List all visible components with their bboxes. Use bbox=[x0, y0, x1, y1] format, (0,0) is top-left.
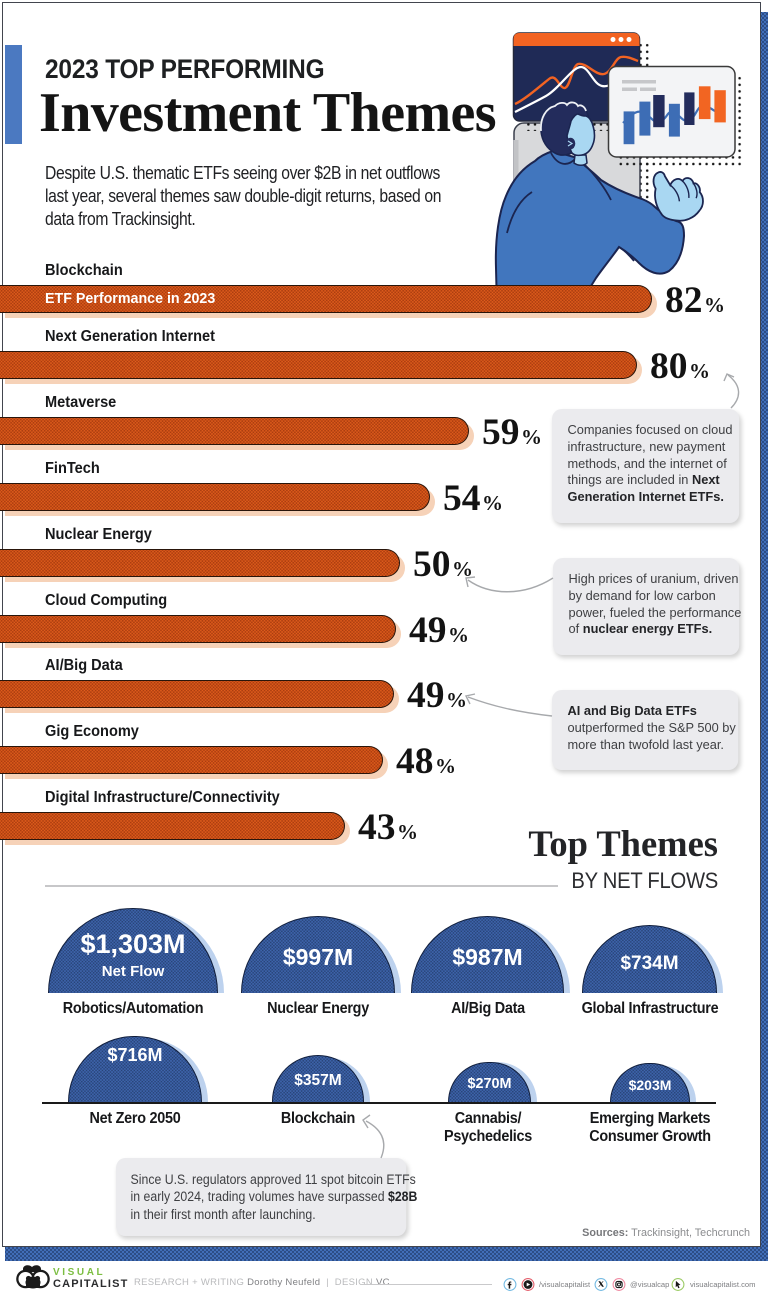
svg-text:/visualcapitalist: /visualcapitalist bbox=[539, 1280, 591, 1289]
svg-text:visualcapitalist.com: visualcapitalist.com bbox=[690, 1280, 755, 1289]
svg-text:@visualcap: @visualcap bbox=[630, 1280, 669, 1289]
